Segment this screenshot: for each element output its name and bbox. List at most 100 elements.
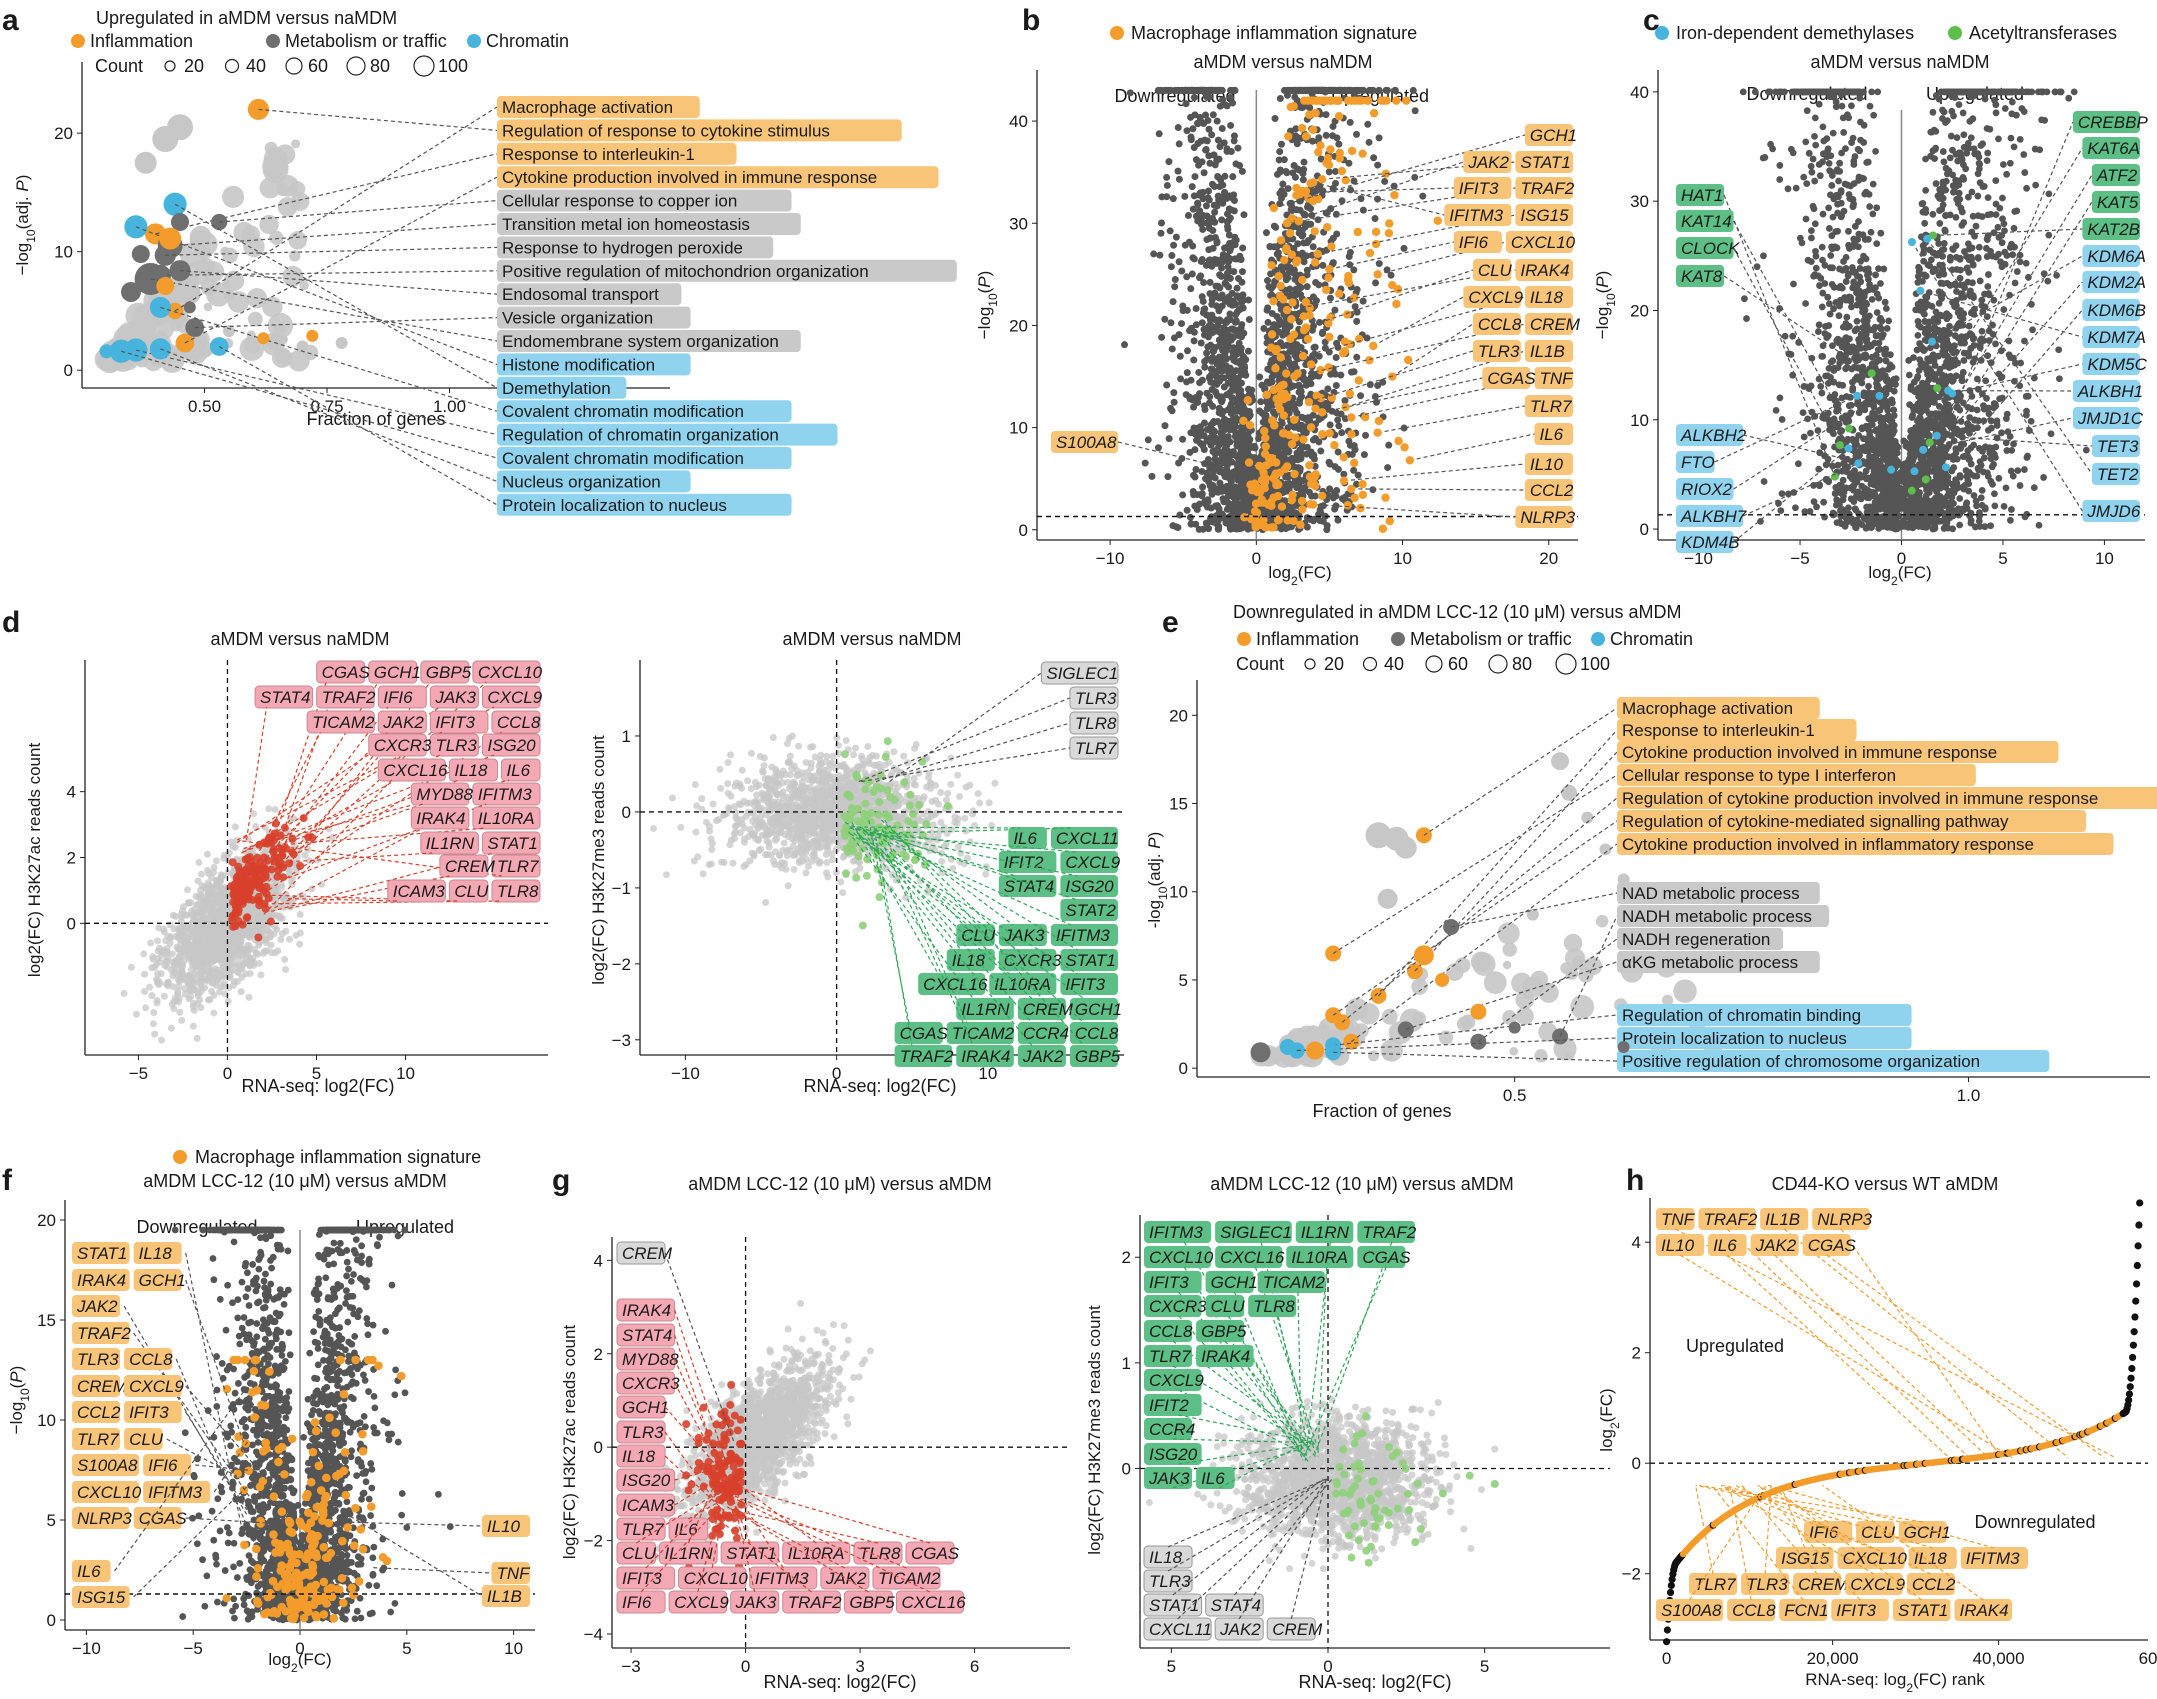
- leader-line: [1351, 489, 1525, 490]
- data-point: [1203, 469, 1210, 476]
- data-point: [2009, 99, 2016, 106]
- y-axis-title: −log10(P): [1593, 271, 1618, 340]
- gene-label: NLRP3: [1515, 506, 1575, 528]
- data-point: [1339, 197, 1346, 204]
- data-point: [1304, 283, 1311, 290]
- data-point: [1411, 174, 1418, 181]
- data-point: [1850, 236, 1857, 243]
- data-point: [1196, 210, 1203, 217]
- data-point: [1233, 438, 1240, 445]
- label-text: IFIT3: [1459, 179, 1499, 198]
- x-tick-label: 10: [2095, 549, 2114, 568]
- data-point: [1206, 225, 1213, 232]
- gene-label: CLU: [1473, 259, 1513, 281]
- leader-line: [195, 318, 497, 328]
- data-point: [1298, 505, 1306, 513]
- data-point: [1234, 292, 1241, 299]
- data-point: [1806, 150, 1813, 157]
- data-point: [1205, 187, 1212, 194]
- data-point: [1231, 301, 1238, 308]
- data-point: [1370, 109, 1378, 117]
- label-text: ISG15: [1520, 206, 1569, 225]
- data-point: [1142, 460, 1149, 467]
- data-point: [1394, 437, 1402, 445]
- data-point: [1267, 502, 1275, 510]
- data-point: [1311, 109, 1319, 117]
- data-point: [1825, 322, 1832, 329]
- leader-line: [219, 201, 497, 222]
- data-point: [1263, 229, 1270, 236]
- data-point: [1205, 246, 1212, 253]
- data-point: [1392, 96, 1400, 104]
- data-point: [1870, 181, 1877, 188]
- data-point: [1211, 152, 1218, 159]
- gene-point: [1309, 178, 1317, 186]
- data-point: [2008, 468, 2015, 475]
- label-text: Regulation of chromatin organization: [502, 426, 779, 445]
- gene-point: [1325, 265, 1333, 273]
- data-point: [1210, 111, 1217, 118]
- data-point: [1226, 192, 1233, 199]
- data-point: [1289, 364, 1296, 371]
- data-point: [1166, 435, 1173, 442]
- data-point: [1273, 345, 1281, 353]
- data-point: [1386, 517, 1394, 525]
- data-point: [1866, 203, 1873, 210]
- data-point: [1372, 215, 1379, 222]
- leader-line: [1392, 324, 1473, 377]
- data-point: [1211, 202, 1218, 209]
- data-point: [1198, 340, 1205, 347]
- data-point: [1277, 95, 1284, 102]
- data-point: [1180, 307, 1187, 314]
- data-point: [1224, 145, 1231, 152]
- data-point: [1219, 182, 1226, 189]
- data-point: [1995, 135, 2002, 142]
- data-point: [1314, 148, 1322, 156]
- data-point: [2021, 169, 2028, 176]
- data-point: [1225, 283, 1232, 290]
- label-text: CGAS: [1487, 369, 1536, 388]
- legend-title: Upregulated in aMDM versus naMDM: [96, 8, 397, 28]
- data-point: [1970, 442, 1977, 449]
- data-point: [1777, 394, 1784, 401]
- data-point: [1356, 504, 1364, 512]
- data-point: [1986, 410, 1993, 417]
- y-tick-label: 10: [1009, 419, 1028, 438]
- data-point: [1374, 196, 1381, 203]
- data-point: [1219, 422, 1226, 429]
- data-point: [1230, 416, 1237, 423]
- data-point: [1167, 319, 1174, 326]
- gene-point: [1318, 408, 1326, 416]
- legend-size-circle: [165, 61, 175, 71]
- data-point: [1197, 87, 1204, 94]
- data-point: [1346, 389, 1354, 397]
- data-point: [1319, 262, 1326, 269]
- data-point: [1327, 421, 1334, 428]
- data-point: [1194, 425, 1201, 432]
- data-point: [1800, 409, 1807, 416]
- data-point: [1191, 94, 1198, 101]
- gene-point: [1369, 342, 1377, 350]
- data-point: [1286, 335, 1294, 343]
- data-point: [1957, 275, 1964, 282]
- gene-point: [1340, 477, 1348, 485]
- data-point: [1290, 470, 1298, 478]
- data-point: [1776, 176, 1783, 183]
- data-point: [1196, 274, 1203, 281]
- label-text: Response to interleukin-1: [502, 145, 695, 164]
- data-point: [1304, 335, 1312, 343]
- data-point: [1173, 234, 1180, 241]
- data-point: [1333, 340, 1340, 347]
- data-point: [1224, 327, 1231, 334]
- data-point: [1228, 387, 1235, 394]
- data-point: [1874, 309, 1881, 316]
- data-point: [1207, 279, 1214, 286]
- data-point: [1347, 186, 1354, 193]
- legend-item: Iron-dependent demethylases: [1676, 23, 1914, 43]
- data-point: [1375, 417, 1383, 425]
- data-point: [1317, 448, 1324, 455]
- data-point: [1303, 415, 1310, 422]
- data-point: [1236, 430, 1243, 437]
- legend-size-value: 20: [184, 56, 204, 76]
- data-point: [1304, 524, 1311, 531]
